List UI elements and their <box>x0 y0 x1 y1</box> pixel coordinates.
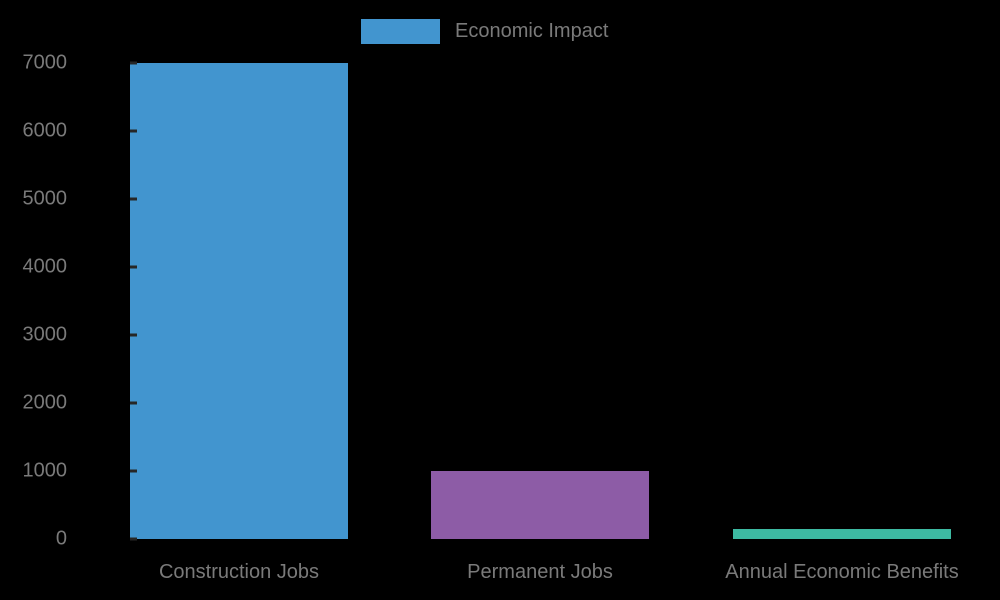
y-tick-label-6000: 6000 <box>22 119 68 142</box>
x-tick-label-construction-jobs: Construction Jobs <box>158 561 320 583</box>
y-tick-label-2000: 2000 <box>22 391 68 414</box>
legend: Economic Impact <box>361 19 608 44</box>
legend-swatch-economic-impact <box>361 19 440 44</box>
legend-label-economic-impact: Economic Impact <box>455 20 609 42</box>
y-tick-label-4000: 4000 <box>22 255 68 278</box>
y-tick-label-5000: 5000 <box>22 187 68 210</box>
y-tick-mark <box>130 333 137 337</box>
y-tick-label-7000: 7000 <box>22 51 68 74</box>
y-tick-mark <box>130 197 137 201</box>
y-tick-label-1000: 1000 <box>22 459 68 482</box>
bar-permanent-jobs <box>431 471 649 539</box>
y-tick-mark <box>130 265 137 269</box>
y-tick-label-3000: 3000 <box>22 323 68 346</box>
y-tick-label-0: 0 <box>55 527 67 550</box>
y-tick-mark <box>130 401 137 405</box>
y-tick-mark <box>130 537 137 541</box>
y-tick-mark <box>130 61 137 65</box>
y-tick-mark <box>130 129 137 133</box>
y-tick-mark <box>130 469 137 473</box>
bar-annual-economic-benefits <box>733 528 951 539</box>
x-tick-label-annual-economic-benefits: Annual Economic Benefits <box>725 561 959 583</box>
x-tick-label-permanent-jobs: Permanent Jobs <box>467 561 613 583</box>
bar-construction-jobs <box>130 63 348 539</box>
